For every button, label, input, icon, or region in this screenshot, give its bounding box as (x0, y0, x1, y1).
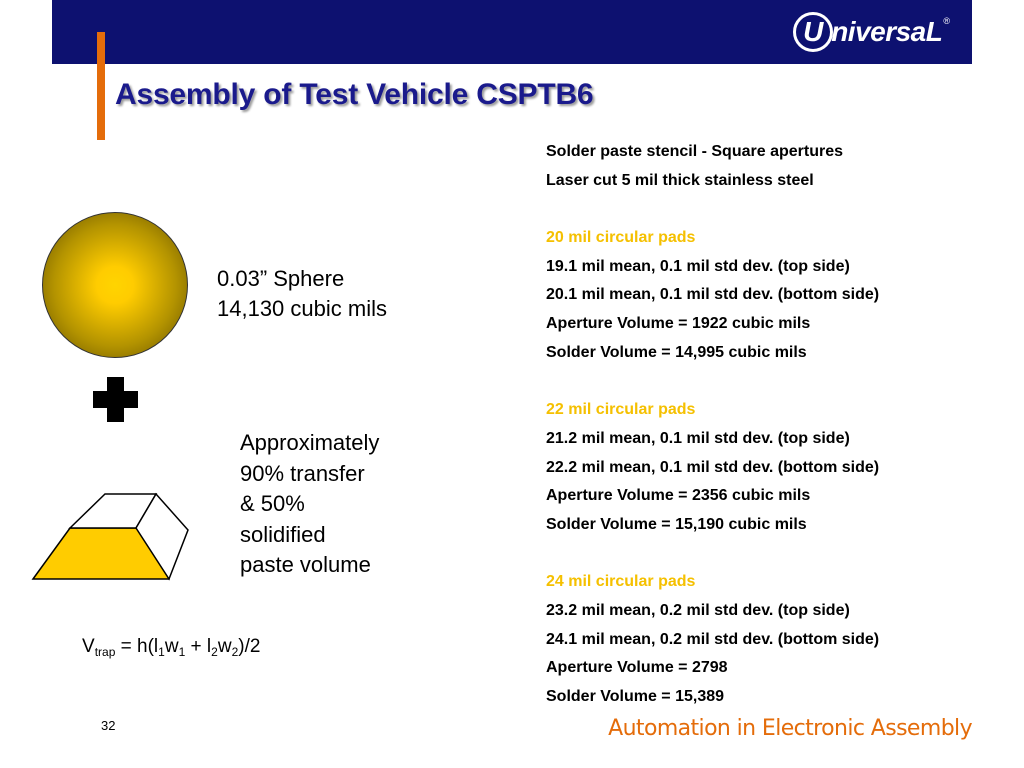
footer-tagline: Automation in Electronic Assembly (608, 716, 972, 741)
spec-line: Solder Volume = 15,389 (546, 688, 725, 706)
transfer-line: Approximately (240, 430, 380, 455)
header-bar: U niversaL ® (52, 0, 972, 64)
stencil-specs: Solder paste stencil - Square apertures … (546, 138, 1016, 712)
pad-group-heading: 20 mil circular pads (546, 229, 696, 247)
slide-title: Assembly of Test Vehicle CSPTB6 (115, 78, 594, 111)
spec-line: Aperture Volume = 2356 cubic mils (546, 487, 811, 505)
transfer-label: Approximately 90% transfer & 50% solidif… (240, 428, 420, 581)
transfer-line: & 50% (240, 491, 305, 516)
transfer-line: paste volume (240, 552, 371, 577)
title-accent-bar (97, 32, 105, 140)
page-number: 32 (101, 718, 116, 733)
pad-group-heading: 24 mil circular pads (546, 573, 696, 591)
logo-mark: U (793, 12, 834, 52)
spec-spacer (546, 540, 1016, 569)
spec-line: 23.2 mil mean, 0.2 mil std dev. (top sid… (546, 602, 850, 619)
spec-line: 22.2 mil mean, 0.1 mil std dev. (bottom … (546, 458, 880, 476)
sphere-label-line: 0.03” Sphere (217, 266, 345, 291)
logo-text: niversaL (831, 16, 943, 47)
spec-line: Solder Volume = 15,190 cubic mils (546, 515, 807, 533)
spec-line: 24.1 mil mean, 0.2 mil std dev. (bottom … (546, 630, 880, 648)
trapezoid-volume-formula: Vtrap = h(l1w1 + l2w2)/2 (82, 636, 261, 659)
sphere-label: 0.03” Sphere 14,130 cubic mils (217, 264, 387, 324)
sphere-label-line: 14,130 cubic mils (217, 296, 387, 321)
spec-intro-line: Solder paste stencil - Square apertures (546, 143, 843, 160)
spec-line: Aperture Volume = 2798 (546, 659, 728, 677)
transfer-line: 90% transfer (240, 460, 365, 486)
spec-line: Aperture Volume = 1922 cubic mils (546, 315, 811, 333)
spec-line: Solder Volume = 14,995 cubic mils (546, 343, 807, 361)
universal-logo-icon: U niversaL ® (793, 10, 950, 54)
spec-spacer (546, 368, 1016, 397)
spec-line: 20.1 mil mean, 0.1 mil std dev. (bottom … (546, 286, 880, 304)
spec-line: 19.1 mil mean, 0.1 mil std dev. (top sid… (546, 257, 850, 275)
logo-registered-mark: ® (943, 16, 950, 26)
transfer-line: solidified (240, 521, 326, 547)
solder-sphere-icon (42, 212, 188, 358)
spec-line: 21.2 mil mean, 0.1 mil std dev. (top sid… (546, 429, 850, 447)
spec-intro-line: Laser cut 5 mil thick stainless steel (546, 171, 814, 189)
trapezoid-solder-icon (31, 492, 189, 581)
pad-group-heading: 22 mil circular pads (546, 401, 696, 419)
plus-icon (93, 377, 138, 422)
spec-spacer (546, 195, 1016, 224)
